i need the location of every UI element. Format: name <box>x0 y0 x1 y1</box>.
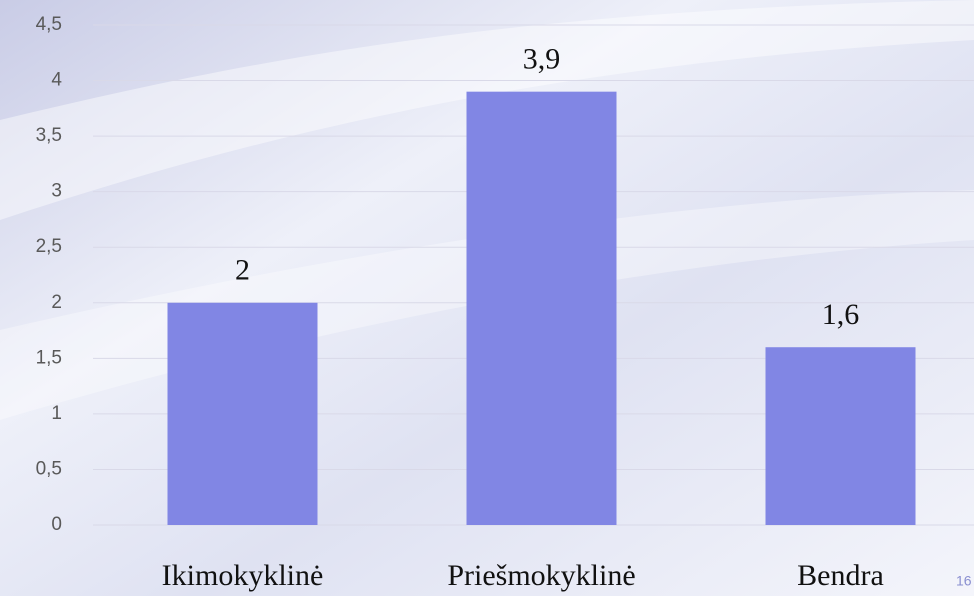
x-tick-label: Ikimokyklinė <box>162 559 324 592</box>
x-tick-label: Priešmokyklinė <box>447 559 635 592</box>
y-tick-label: 0 <box>51 514 62 535</box>
data-label: 3,9 <box>523 43 561 76</box>
data-label: 2 <box>235 254 250 287</box>
y-tick-label: 2 <box>51 292 62 313</box>
y-tick-label: 1,5 <box>36 347 62 368</box>
page-number: 16 <box>956 573 972 589</box>
bar <box>765 347 916 525</box>
y-tick-label: 4 <box>51 70 62 91</box>
y-tick-label: 3,5 <box>36 125 62 146</box>
y-tick-label: 1 <box>51 403 62 424</box>
y-tick-label: 4,5 <box>36 14 62 35</box>
data-label: 1,6 <box>822 298 860 331</box>
y-tick-label: 2,5 <box>36 236 62 257</box>
bar <box>167 302 318 525</box>
background-wave <box>0 0 974 220</box>
bar <box>466 91 617 526</box>
y-tick-label: 0,5 <box>36 458 62 479</box>
y-tick-label: 3 <box>51 181 62 202</box>
x-tick-label: Bendra <box>797 559 884 592</box>
